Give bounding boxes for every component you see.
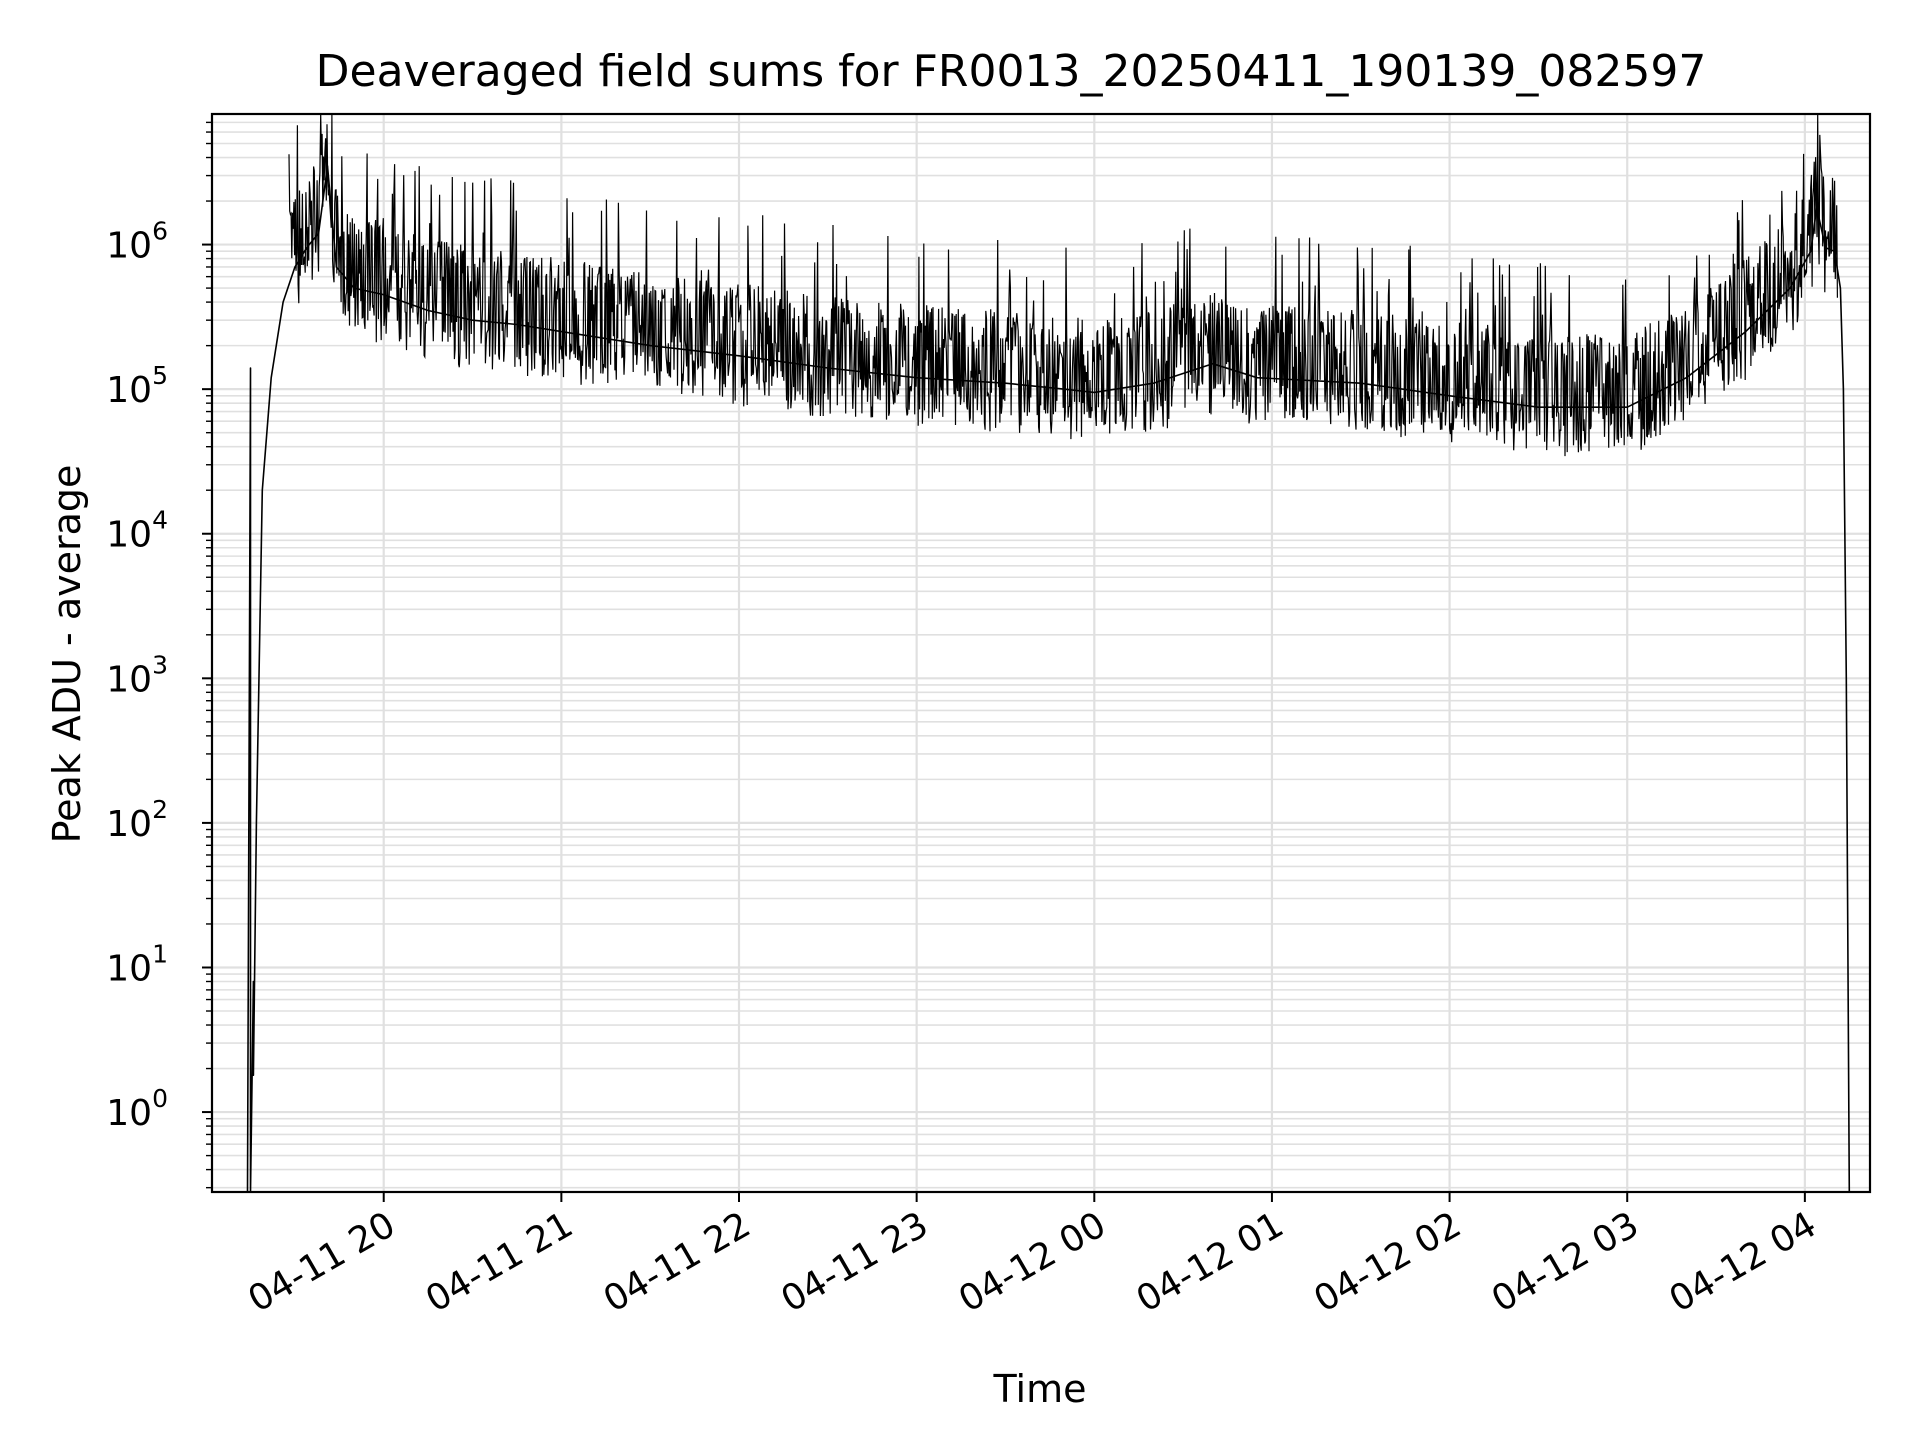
x-tick-label: 04-11 23 [774,1204,935,1320]
y-tick-label: 103 [106,650,168,700]
x-axis: 04-11 20 04-11 21 04-11 22 04-11 23 04-12 00… [242,1192,1824,1321]
y-tick-label: 105 [106,361,168,411]
y-tick-exponent: 3 [152,650,168,679]
x-tick-label: 04-12 03 [1485,1204,1646,1320]
x-tick-label: 04-12 01 [1130,1204,1291,1320]
y-tick-label: 100 [106,1084,168,1134]
y-tick-exponent: 1 [152,939,168,968]
y-tick-label: 104 [106,506,168,556]
chart-title: Deaveraged field sums for FR0013_2025041… [316,46,1707,97]
x-tick-label: 04-12 04 [1663,1204,1824,1320]
plot-area [210,112,1872,1194]
y-tick-exponent: 6 [152,217,168,246]
x-tick-label: 04-11 22 [597,1204,758,1320]
y-tick-exponent: 4 [152,506,168,535]
plot-background [212,114,1870,1192]
series-fluctuation [288,113,1838,457]
x-axis-label: Time [993,1367,1087,1411]
y-tick-exponent: 5 [152,361,168,390]
plot-frame [210,112,1872,1194]
x-tick-label: 04-11 21 [419,1204,580,1320]
y-tick-label: 102 [106,795,168,845]
y-axis-label: Peak ADU - average [45,465,89,844]
y-tick-label: 101 [106,939,168,989]
x-tick-label: 04-12 00 [952,1204,1113,1320]
y-tick-label: 106 [106,217,168,267]
series-fluctuation-path [288,113,1838,457]
grid [212,114,1870,1192]
y-tick-exponent: 2 [152,795,168,824]
x-tick-label: 04-11 20 [242,1204,403,1320]
x-tick-label: 04-12 02 [1307,1204,1468,1320]
y-tick-exponent: 0 [152,1084,168,1113]
